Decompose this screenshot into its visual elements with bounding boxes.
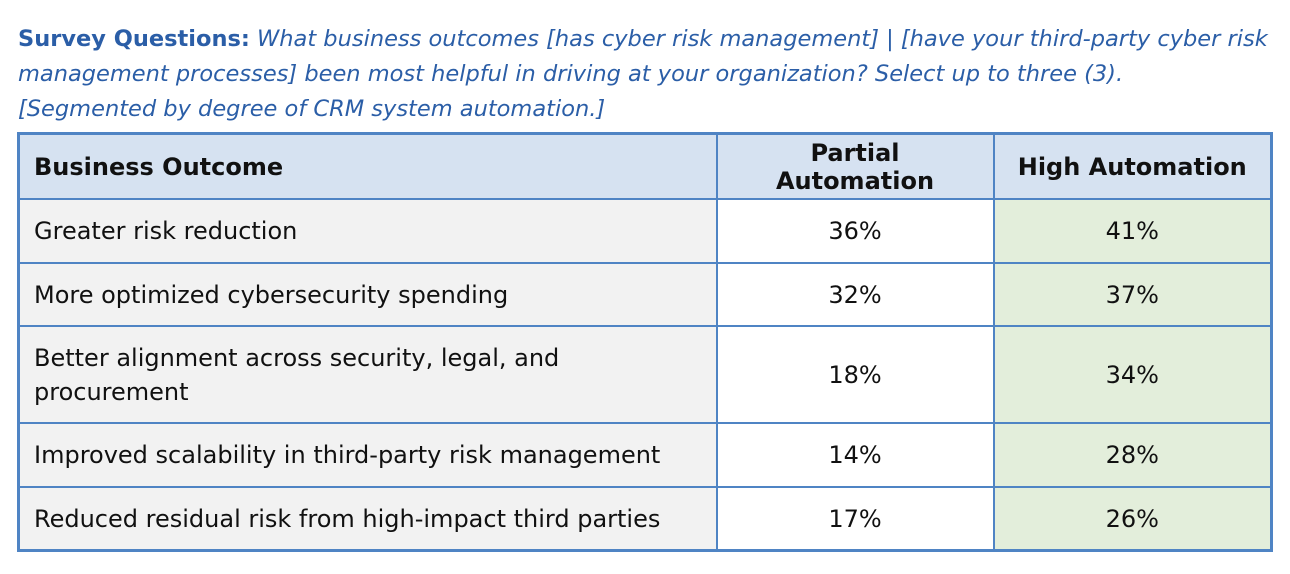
table-row: Improved scalability in third-party risk…: [17, 422, 1273, 488]
outcome-cell: More optimized cybersecurity spending: [17, 262, 718, 327]
table-row: Better alignment across security, legal,…: [17, 325, 1273, 424]
table-row: Greater risk reduction 36% 41%: [17, 198, 1273, 264]
outcome-cell: Reduced residual risk from high-impact t…: [17, 486, 718, 552]
survey-caption: Survey Questions: What business outcomes…: [18, 22, 1268, 127]
header-business-outcome: Business Outcome: [17, 132, 718, 200]
header-high-automation: High Automation: [992, 132, 1273, 200]
partial-automation-cell: 32%: [715, 262, 995, 327]
table-row: More optimized cybersecurity spending 32…: [17, 262, 1273, 327]
header-partial-automation: Partial Automation: [715, 132, 995, 200]
outcomes-table: Business Outcome Partial Automation High…: [17, 132, 1273, 552]
caption-lead: Survey Questions:: [18, 26, 250, 52]
table-row: Reduced residual risk from high-impact t…: [17, 486, 1273, 552]
high-automation-cell: 41%: [992, 198, 1273, 264]
high-automation-cell: 37%: [992, 262, 1273, 327]
outcome-cell: Improved scalability in third-party risk…: [17, 422, 718, 488]
table-header-row: Business Outcome Partial Automation High…: [17, 132, 1273, 200]
partial-automation-cell: 17%: [715, 486, 995, 552]
high-automation-cell: 26%: [992, 486, 1273, 552]
caption-body: What business outcomes [has cyber risk m…: [18, 26, 1268, 122]
partial-automation-cell: 14%: [715, 422, 995, 488]
partial-automation-cell: 18%: [715, 325, 995, 424]
high-automation-cell: 28%: [992, 422, 1273, 488]
high-automation-cell: 34%: [992, 325, 1273, 424]
partial-automation-cell: 36%: [715, 198, 995, 264]
outcome-cell: Better alignment across security, legal,…: [17, 325, 718, 424]
outcome-cell: Greater risk reduction: [17, 198, 718, 264]
